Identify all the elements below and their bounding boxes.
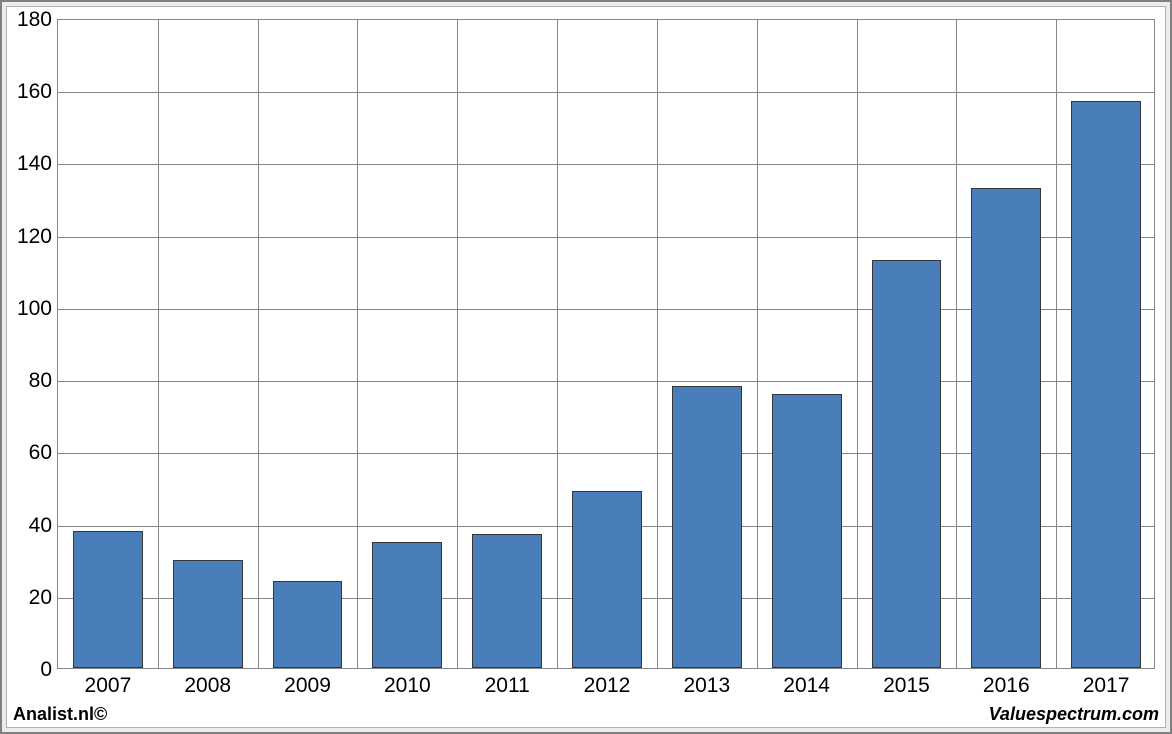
bar bbox=[1071, 101, 1141, 668]
bar bbox=[372, 542, 442, 668]
x-tick-label: 2015 bbox=[883, 668, 930, 698]
x-tick-label: 2008 bbox=[184, 668, 231, 698]
y-tick-label: 100 bbox=[17, 297, 58, 321]
x-tick-label: 2011 bbox=[485, 668, 530, 698]
bar bbox=[772, 394, 842, 668]
y-tick-label: 140 bbox=[17, 152, 58, 176]
credit-left: Analist.nl© bbox=[13, 704, 107, 725]
bar bbox=[173, 560, 243, 668]
chart-inner-frame: 0 20 40 60 80 100 120 140 160 180 2007 2008 2009 2010… bbox=[6, 6, 1166, 728]
y-tick-label: 20 bbox=[29, 586, 58, 610]
bar bbox=[572, 491, 642, 668]
plot-area: 0204060801001201401601802007200820092010… bbox=[57, 19, 1155, 669]
grid-line-v bbox=[258, 20, 259, 668]
bar bbox=[472, 534, 542, 668]
bar bbox=[672, 386, 742, 668]
grid-line-v bbox=[158, 20, 159, 668]
x-tick-label: 2017 bbox=[1083, 668, 1130, 698]
x-tick-label: 2009 bbox=[284, 668, 331, 698]
x-tick-label: 2013 bbox=[683, 668, 730, 698]
x-tick-label: 2016 bbox=[983, 668, 1030, 698]
y-tick-label: 60 bbox=[29, 441, 58, 465]
bar bbox=[971, 188, 1041, 668]
x-tick-label: 2012 bbox=[584, 668, 631, 698]
y-tick-label: 80 bbox=[29, 369, 58, 393]
grid-line-v bbox=[657, 20, 658, 668]
bar bbox=[872, 260, 942, 668]
grid-line-v bbox=[757, 20, 758, 668]
x-tick-label: 2014 bbox=[783, 668, 830, 698]
y-tick-label: 160 bbox=[17, 80, 58, 104]
bar bbox=[273, 581, 343, 668]
credit-right: Valuespectrum.com bbox=[989, 704, 1159, 725]
grid-line-v bbox=[857, 20, 858, 668]
chart-frame: 0 20 40 60 80 100 120 140 160 180 2007 2008 2009 2010… bbox=[0, 0, 1172, 734]
grid-line-v bbox=[557, 20, 558, 668]
bar bbox=[73, 531, 143, 668]
x-tick-label: 2007 bbox=[85, 668, 132, 698]
grid-line-h bbox=[58, 92, 1154, 93]
x-tick-label: 2010 bbox=[384, 668, 431, 698]
grid-line-v bbox=[357, 20, 358, 668]
grid-line-v bbox=[1056, 20, 1057, 668]
grid-line-v bbox=[956, 20, 957, 668]
y-tick-label: 0 bbox=[40, 658, 58, 682]
y-tick-label: 120 bbox=[17, 225, 58, 249]
grid-line-v bbox=[457, 20, 458, 668]
y-tick-label: 40 bbox=[29, 514, 58, 538]
grid-line-h bbox=[58, 164, 1154, 165]
y-tick-label: 180 bbox=[17, 8, 58, 32]
